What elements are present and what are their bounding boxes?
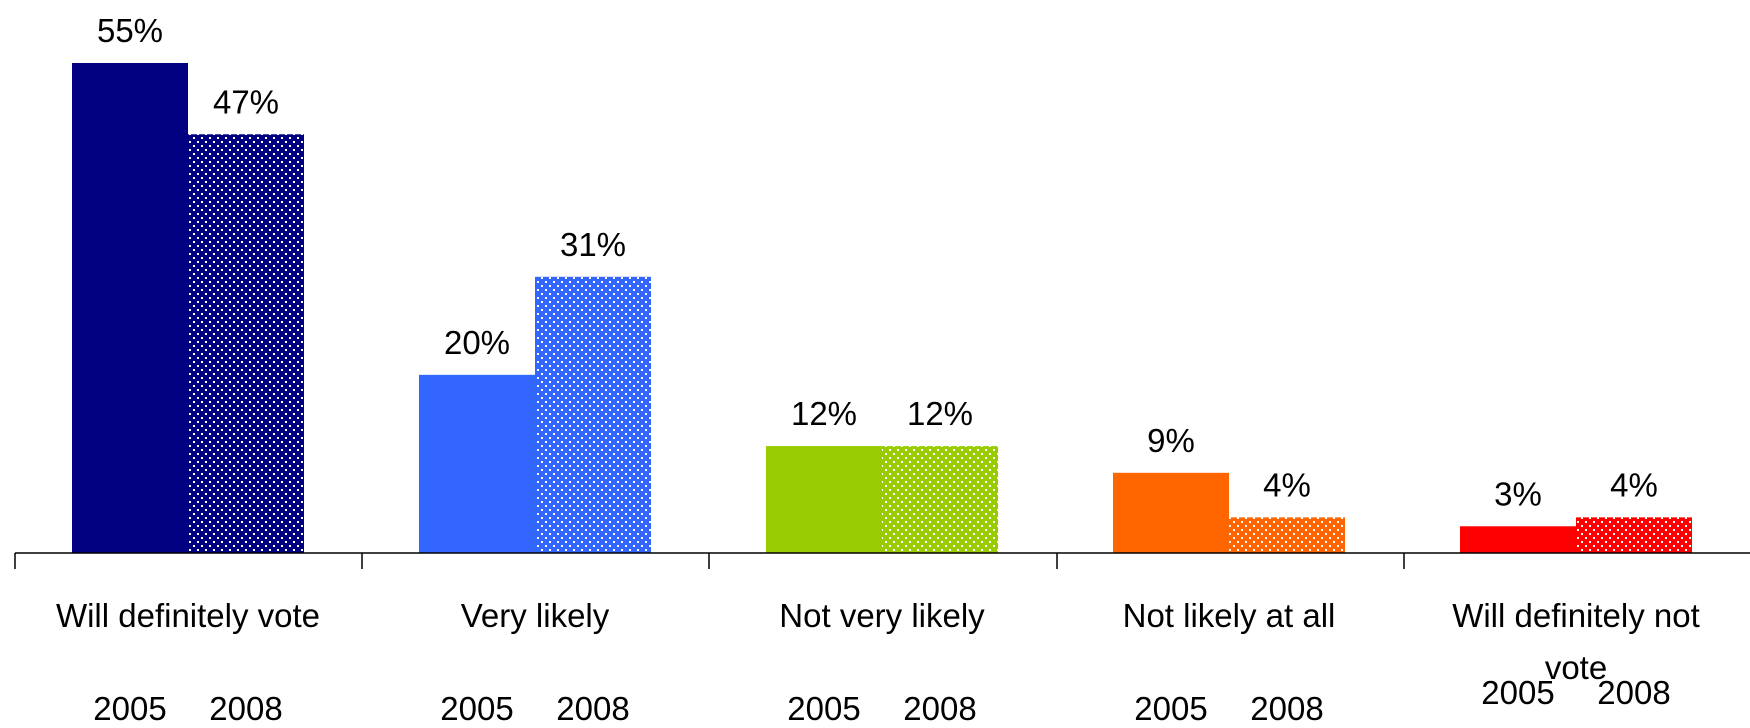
bar-will-definitely-vote-2008	[188, 134, 304, 554]
year-label-very-likely-2005: 2005	[440, 690, 513, 727]
year-label-will-definitely-not-vote-2008: 2008	[1597, 674, 1670, 711]
value-label-not-likely-at-all-2005: 9%	[1147, 422, 1195, 459]
bars-layer	[72, 63, 1692, 554]
bar-very-likely-2005	[419, 374, 535, 553]
bar-will-definitely-not-vote-2008	[1576, 517, 1692, 553]
bar-not-likely-at-all-2008	[1229, 517, 1345, 553]
value-label-will-definitely-not-vote-2005: 3%	[1494, 475, 1542, 512]
category-label-will-definitely-not-vote-line-1: Will definitely not	[1452, 597, 1700, 634]
year-label-very-likely-2008: 2008	[556, 690, 629, 727]
value-label-will-definitely-vote-2008: 47%	[213, 83, 279, 120]
value-label-will-definitely-not-vote-2008: 4%	[1610, 466, 1658, 503]
year-label-will-definitely-vote-2005: 2005	[93, 690, 166, 727]
bar-not-very-likely-2005	[766, 446, 882, 553]
category-label-not-likely-at-all: Not likely at all	[1123, 597, 1336, 634]
year-label-not-likely-at-all-2008: 2008	[1250, 690, 1323, 727]
year-label-not-very-likely-2008: 2008	[903, 690, 976, 727]
value-label-not-very-likely-2005: 12%	[791, 395, 857, 432]
value-label-very-likely-2008: 31%	[560, 226, 626, 263]
bar-will-definitely-vote-2005	[72, 63, 188, 553]
bar-not-very-likely-2008	[882, 446, 998, 553]
bar-will-definitely-not-vote-2005	[1460, 526, 1576, 553]
category-label-not-very-likely: Not very likely	[779, 597, 985, 634]
labels-layer: 55% 47% 20% 31% 12% 12% 9% 4% 3% 4% Will definitel…	[56, 12, 1700, 727]
year-label-not-very-likely-2005: 2005	[787, 690, 860, 727]
year-label-will-definitely-vote-2008: 2008	[209, 690, 282, 727]
year-label-will-definitely-not-vote-2005: 2005	[1481, 674, 1554, 711]
x-axis	[14, 552, 1750, 569]
value-label-will-definitely-vote-2005: 55%	[97, 12, 163, 49]
category-label-will-definitely-not-vote-line-2: vote	[1545, 649, 1607, 686]
bar-not-likely-at-all-2005	[1113, 472, 1229, 553]
bar-very-likely-2008	[535, 276, 651, 553]
value-label-very-likely-2005: 20%	[444, 324, 510, 361]
year-label-not-likely-at-all-2005: 2005	[1134, 690, 1207, 727]
value-label-not-likely-at-all-2008: 4%	[1263, 466, 1311, 503]
category-label-very-likely: Very likely	[461, 597, 610, 634]
category-label-will-definitely-vote: Will definitely vote	[56, 597, 320, 634]
value-label-not-very-likely-2008: 12%	[907, 395, 973, 432]
